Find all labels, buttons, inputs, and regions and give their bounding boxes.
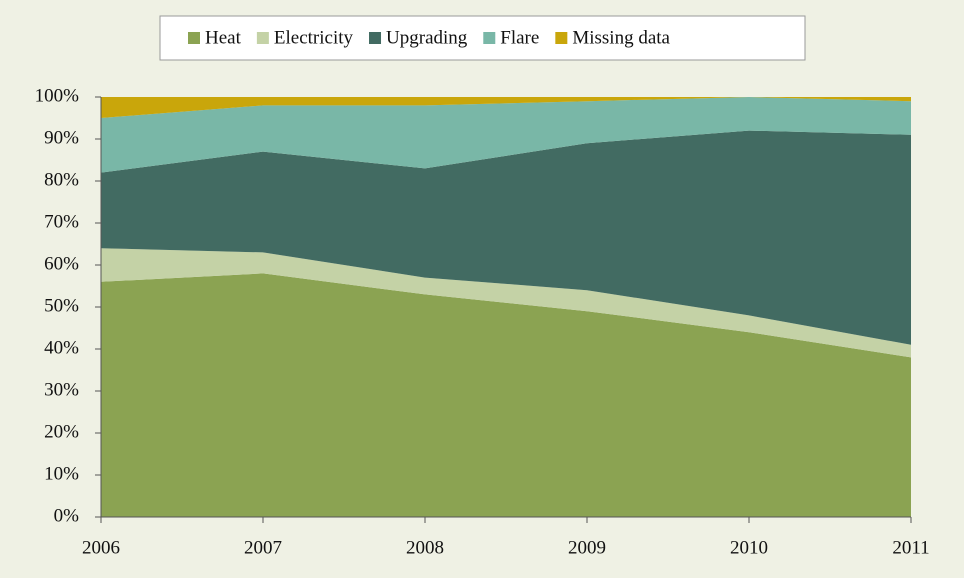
legend-label: Electricity bbox=[274, 27, 354, 48]
legend-swatch bbox=[483, 32, 496, 44]
y-tick-label: 0% bbox=[54, 505, 80, 526]
y-tick-label: 90% bbox=[44, 127, 79, 148]
legend-label: Upgrading bbox=[386, 27, 468, 48]
area bbox=[101, 248, 911, 358]
area bbox=[101, 97, 911, 118]
area bbox=[101, 273, 911, 517]
y-tick-label: 60% bbox=[44, 253, 79, 274]
legend-swatch bbox=[188, 32, 200, 44]
legend-swatch bbox=[256, 32, 269, 44]
y-tick-label: 80% bbox=[44, 169, 79, 190]
legend-label: Heat bbox=[205, 27, 242, 48]
y-tick-label: 50% bbox=[44, 295, 79, 316]
legend-label: Flare bbox=[500, 27, 539, 48]
legend-box bbox=[159, 15, 806, 61]
x-tick-label: 2008 bbox=[406, 537, 444, 558]
legend-swatch bbox=[555, 32, 568, 44]
x-tick-label: 2009 bbox=[568, 537, 606, 558]
y-tick-label: 100% bbox=[35, 85, 80, 106]
x-tick-label: 2006 bbox=[82, 537, 120, 558]
x-tick-label: 2011 bbox=[892, 537, 929, 558]
y-tick-label: 40% bbox=[44, 337, 79, 358]
y-tick-label: 70% bbox=[44, 211, 79, 232]
legend-swatch bbox=[369, 32, 382, 44]
area bbox=[101, 97, 911, 173]
x-tick-label: 2010 bbox=[730, 537, 768, 558]
area bbox=[101, 130, 911, 345]
y-tick-label: 30% bbox=[44, 379, 79, 400]
legend-label: Missing data bbox=[572, 27, 670, 48]
y-tick-label: 20% bbox=[44, 421, 79, 442]
x-tick-label: 2007 bbox=[244, 537, 282, 558]
y-tick-label: 10% bbox=[44, 463, 79, 484]
